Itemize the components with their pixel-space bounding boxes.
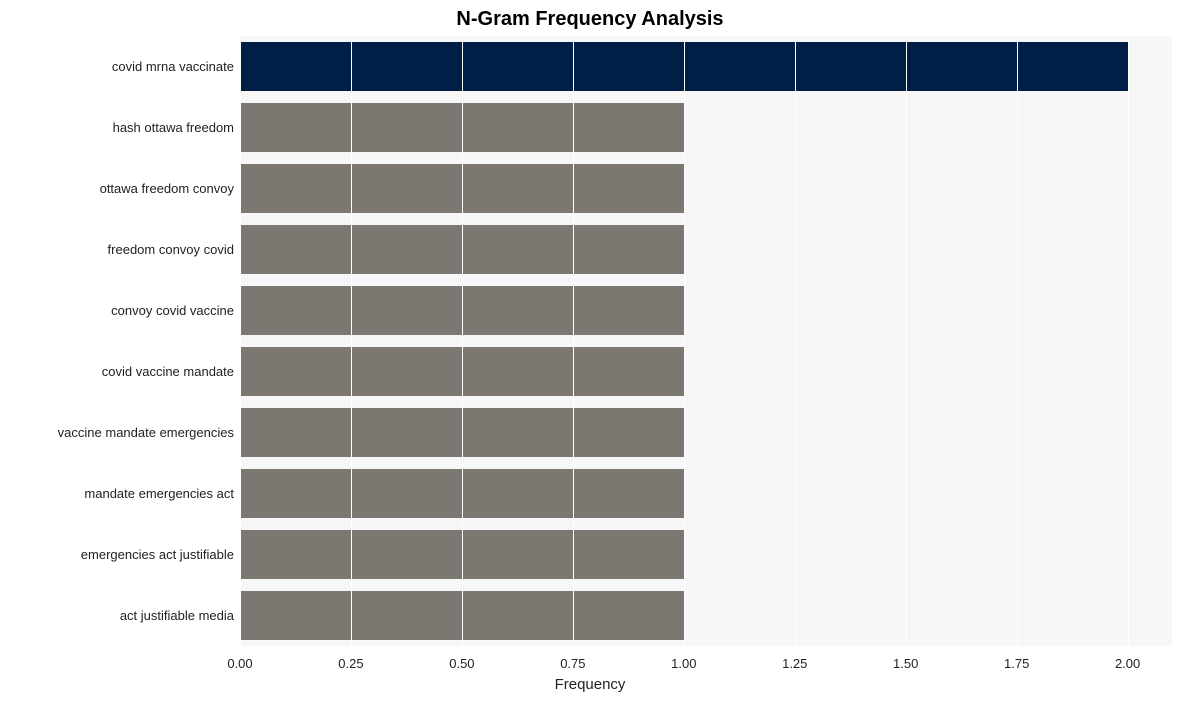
x-tick-label: 0.75 bbox=[560, 656, 585, 671]
grid-vertical-line bbox=[462, 36, 463, 646]
y-tick-label: mandate emergencies act bbox=[84, 486, 234, 501]
y-tick-label: covid vaccine mandate bbox=[102, 364, 234, 379]
x-tick-label: 1.00 bbox=[671, 656, 696, 671]
y-tick-label: freedom convoy covid bbox=[108, 242, 234, 257]
x-tick-label: 0.25 bbox=[338, 656, 363, 671]
y-tick-label: act justifiable media bbox=[120, 608, 234, 623]
y-tick-label: vaccine mandate emergencies bbox=[58, 425, 234, 440]
grid-vertical-line bbox=[240, 36, 241, 646]
grid-vertical-line bbox=[573, 36, 574, 646]
x-tick-label: 1.25 bbox=[782, 656, 807, 671]
y-tick-label: covid mrna vaccinate bbox=[112, 59, 234, 74]
y-tick-label: convoy covid vaccine bbox=[111, 303, 234, 318]
x-tick-label: 2.00 bbox=[1115, 656, 1140, 671]
x-tick-label: 0.00 bbox=[227, 656, 252, 671]
x-tick-label: 1.50 bbox=[893, 656, 918, 671]
grid-vertical-line bbox=[684, 36, 685, 646]
grid-vertical-line bbox=[795, 36, 796, 646]
x-tick-label: 1.75 bbox=[1004, 656, 1029, 671]
y-tick-label: ottawa freedom convoy bbox=[100, 181, 234, 196]
y-tick-label: hash ottawa freedom bbox=[113, 120, 234, 135]
x-axis-label: Frequency bbox=[0, 676, 1180, 693]
plot-area bbox=[240, 36, 1172, 646]
chart-title: N-Gram Frequency Analysis bbox=[0, 8, 1180, 31]
grid-vertical-line bbox=[1128, 36, 1129, 646]
ngram-frequency-chart: N-Gram Frequency Analysis Frequency covi… bbox=[0, 0, 1180, 701]
grid-vertical-line bbox=[1017, 36, 1018, 646]
grid-vertical-line bbox=[906, 36, 907, 646]
y-tick-label: emergencies act justifiable bbox=[81, 547, 234, 562]
x-tick-label: 0.50 bbox=[449, 656, 474, 671]
grid-vertical-line bbox=[351, 36, 352, 646]
